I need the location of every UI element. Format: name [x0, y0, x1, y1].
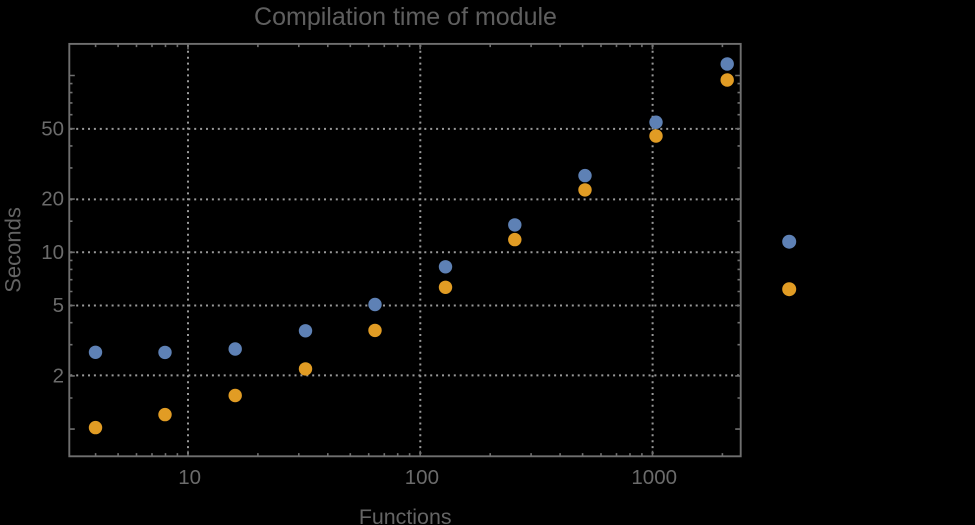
svg-text:Compilation time of module: Compilation time of module	[254, 3, 557, 31]
svg-text:5: 5	[53, 294, 64, 317]
svg-text:10: 10	[178, 466, 201, 489]
svg-text:10: 10	[41, 241, 64, 264]
svg-text:50: 50	[41, 117, 64, 140]
svg-text:100: 100	[405, 466, 439, 489]
svg-text:Functions: Functions	[359, 505, 452, 525]
svg-text:Seconds: Seconds	[0, 207, 25, 293]
svg-text:2: 2	[53, 365, 64, 388]
svg-text:1000: 1000	[631, 466, 677, 489]
svg-text:20: 20	[41, 188, 64, 211]
